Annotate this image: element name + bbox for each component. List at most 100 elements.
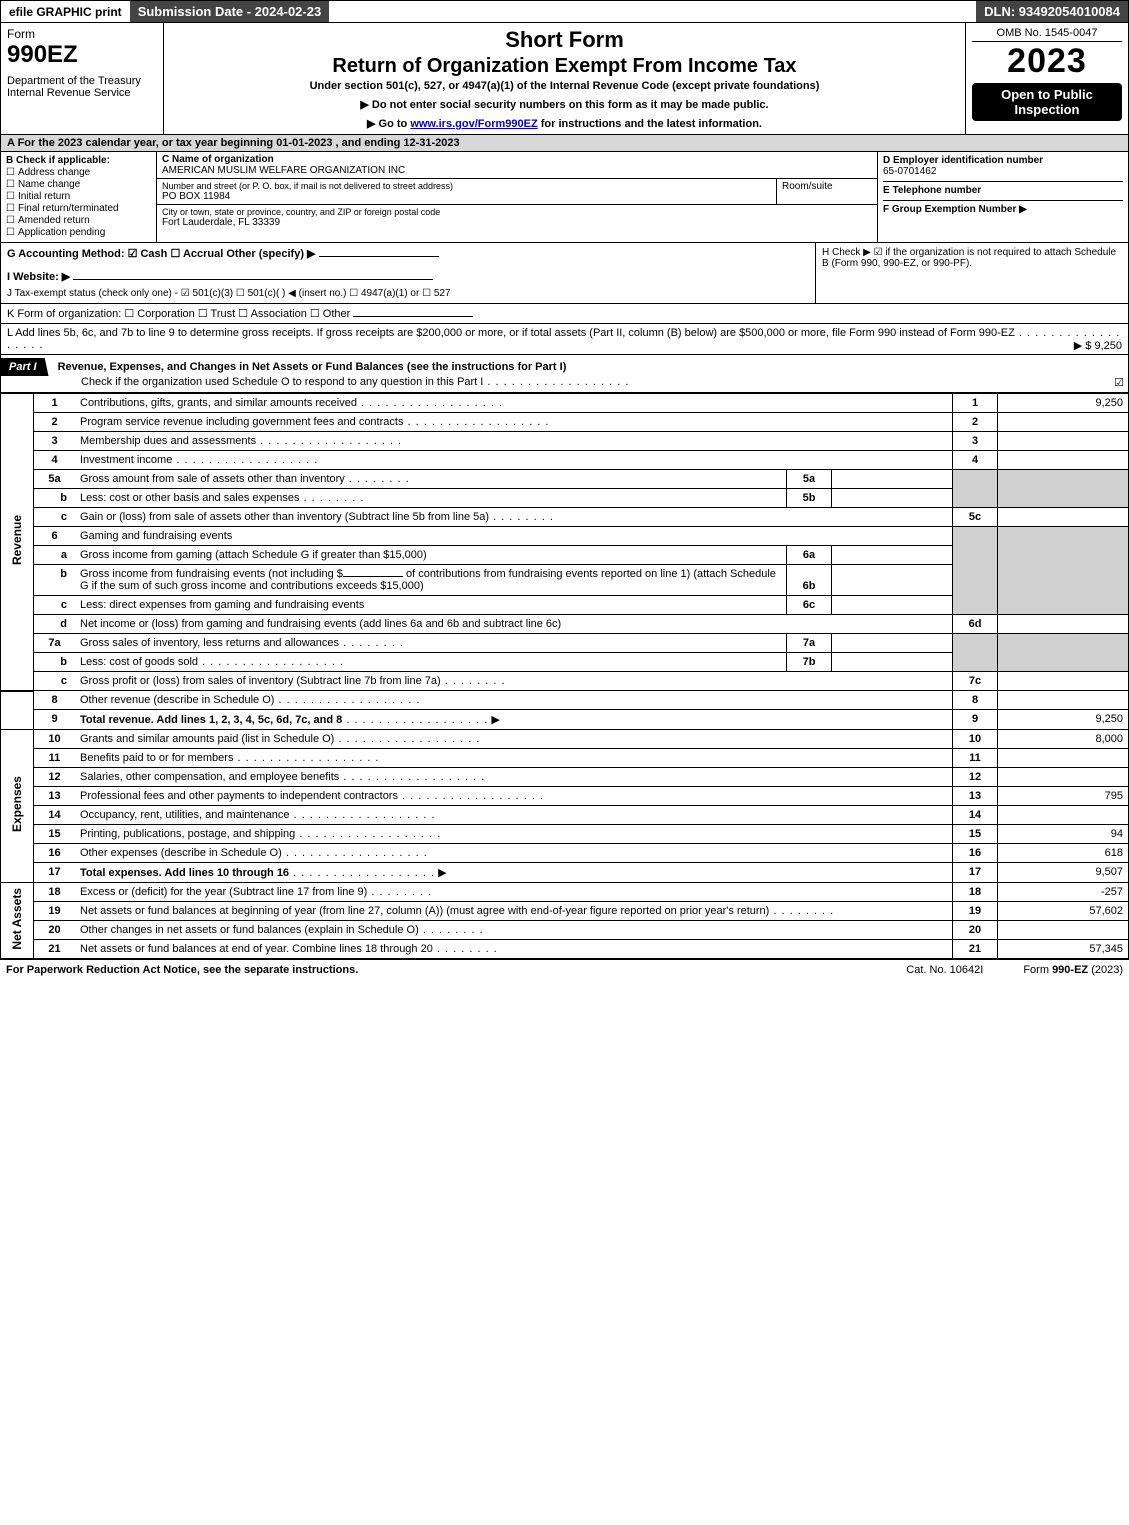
row-k: K Form of organization: ☐ Corporation ☐ … <box>0 304 1129 324</box>
city-label: City or town, state or province, country… <box>162 207 872 217</box>
line-15-desc: Printing, publications, postage, and shi… <box>75 825 953 844</box>
line-12-num: 12 <box>34 768 76 787</box>
line-7a-desc: Gross sales of inventory, less returns a… <box>75 634 787 653</box>
vtab-expenses: Expenses <box>1 730 34 883</box>
irs-link[interactable]: www.irs.gov/Form990EZ <box>410 118 537 130</box>
topbar: efile GRAPHIC print Submission Date - 20… <box>0 0 1129 23</box>
row-j: J Tax-exempt status (check only one) - ☑… <box>7 287 809 299</box>
line-16-desc: Other expenses (describe in Schedule O) <box>75 844 953 863</box>
b-application-pending[interactable]: Application pending <box>6 227 151 238</box>
line-6-shaded <box>953 527 998 615</box>
line-7b-inner-val <box>832 653 953 672</box>
d-header: D Employer identification number <box>883 155 1123 166</box>
part1-label: Part I <box>1 358 49 376</box>
line-4-r: 4 <box>953 451 998 470</box>
line-19-desc: Net assets or fund balances at beginning… <box>75 902 953 921</box>
line-11-desc: Benefits paid to or for members <box>75 749 953 768</box>
line-6c-inner-val <box>832 596 953 615</box>
line-5b-inner-val <box>832 489 953 508</box>
row-g: G Accounting Method: ☑ Cash ☐ Accrual Ot… <box>7 247 809 260</box>
street-row: Number and street (or P. O. box, if mail… <box>157 179 877 205</box>
line-4-num: 4 <box>34 451 76 470</box>
b-name-change[interactable]: Name change <box>6 179 151 190</box>
line-6a-num: a <box>34 546 76 565</box>
form-word: Form <box>7 27 157 41</box>
line-10-r: 10 <box>953 730 998 749</box>
line-6b-inner: 6b <box>787 565 832 596</box>
header-center: Short Form Return of Organization Exempt… <box>164 23 966 134</box>
vtab-netassets: Net Assets <box>1 883 34 959</box>
line-8-desc: Other revenue (describe in Schedule O) <box>75 691 953 710</box>
line-5c-desc: Gain or (loss) from sale of assets other… <box>75 508 953 527</box>
line-8-amt <box>998 691 1129 710</box>
line-1-r: 1 <box>953 394 998 413</box>
line-14-num: 14 <box>34 806 76 825</box>
b-amended-return[interactable]: Amended return <box>6 215 151 226</box>
line-21-r: 21 <box>953 940 998 959</box>
line-5a-inner-val <box>832 470 953 489</box>
line-14-desc: Occupancy, rent, utilities, and maintena… <box>75 806 953 825</box>
line-13-r: 13 <box>953 787 998 806</box>
line-20-amt <box>998 921 1129 940</box>
line-1-num: 1 <box>34 394 76 413</box>
b-initial-return[interactable]: Initial return <box>6 191 151 202</box>
line-5c-r: 5c <box>953 508 998 527</box>
line-4-amt <box>998 451 1129 470</box>
line-7c-num: c <box>34 672 76 691</box>
line-13-amt: 795 <box>998 787 1129 806</box>
col-b: B Check if applicable: Address change Na… <box>1 152 157 242</box>
line-17-desc: Total expenses. Add lines 10 through 16 … <box>75 863 953 883</box>
f-block: F Group Exemption Number ▶ <box>883 204 1123 215</box>
tax-year: 2023 <box>972 42 1122 81</box>
row-a: A For the 2023 calendar year, or tax yea… <box>0 135 1129 152</box>
city-cell: City or town, state or province, country… <box>157 205 877 230</box>
line-7ab-shaded <box>953 634 998 672</box>
e-block: E Telephone number <box>883 185 1123 201</box>
line-6c-inner: 6c <box>787 596 832 615</box>
line-18-amt: -257 <box>998 883 1129 902</box>
vtab-revenue: Revenue <box>1 394 34 691</box>
b-header: B Check if applicable: <box>6 155 151 166</box>
line-7a-inner-val <box>832 634 953 653</box>
line-3-num: 3 <box>34 432 76 451</box>
line-6b-desc: Gross income from fundraising events (no… <box>75 565 787 596</box>
omb-number: OMB No. 1545-0047 <box>972 27 1122 42</box>
street-label: Number and street (or P. O. box, if mail… <box>162 181 771 191</box>
org-name: AMERICAN MUSLIM WELFARE ORGANIZATION INC <box>162 165 872 176</box>
line-18-r: 18 <box>953 883 998 902</box>
part1-title: Revenue, Expenses, and Changes in Net As… <box>58 361 567 373</box>
form-title: Return of Organization Exempt From Incom… <box>170 55 959 78</box>
line-19-num: 19 <box>34 902 76 921</box>
line-7a-inner: 7a <box>787 634 832 653</box>
line-13-desc: Professional fees and other payments to … <box>75 787 953 806</box>
line-7c-amt <box>998 672 1129 691</box>
line-5c-num: c <box>34 508 76 527</box>
efile-print-button[interactable]: efile GRAPHIC print <box>1 2 130 22</box>
line-18-desc: Excess or (deficit) for the year (Subtra… <box>75 883 953 902</box>
line-18-num: 18 <box>34 883 76 902</box>
line-10-num: 10 <box>34 730 76 749</box>
b-address-change[interactable]: Address change <box>6 167 151 178</box>
line-11-num: 11 <box>34 749 76 768</box>
line-7b-num: b <box>34 653 76 672</box>
line-6a-desc: Gross income from gaming (attach Schedul… <box>75 546 787 565</box>
line-3-amt <box>998 432 1129 451</box>
line-5a-num: 5a <box>34 470 76 489</box>
line-6d-r: 6d <box>953 615 998 634</box>
line-6d-num: d <box>34 615 76 634</box>
line-6-desc: Gaming and fundraising events <box>75 527 953 546</box>
line-6d-desc: Net income or (loss) from gaming and fun… <box>75 615 953 634</box>
block-ghij: G Accounting Method: ☑ Cash ☐ Accrual Ot… <box>0 243 1129 304</box>
line-10-amt: 8,000 <box>998 730 1129 749</box>
line-9-amt: 9,250 <box>998 710 1129 730</box>
line-11-r: 11 <box>953 749 998 768</box>
line-5ab-shaded <box>953 470 998 508</box>
note2-post: for instructions and the latest informat… <box>538 118 762 130</box>
line-6c-num: c <box>34 596 76 615</box>
b-final-return[interactable]: Final return/terminated <box>6 203 151 214</box>
line-14-amt <box>998 806 1129 825</box>
line-5ab-shaded-amt <box>998 470 1129 508</box>
line-7b-inner: 7b <box>787 653 832 672</box>
ssn-warning: ▶ Do not enter social security numbers o… <box>170 98 959 111</box>
submission-date: Submission Date - 2024-02-23 <box>130 1 330 22</box>
